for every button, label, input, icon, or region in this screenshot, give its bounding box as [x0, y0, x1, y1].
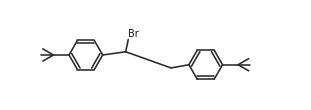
Text: Br: Br — [128, 29, 139, 39]
